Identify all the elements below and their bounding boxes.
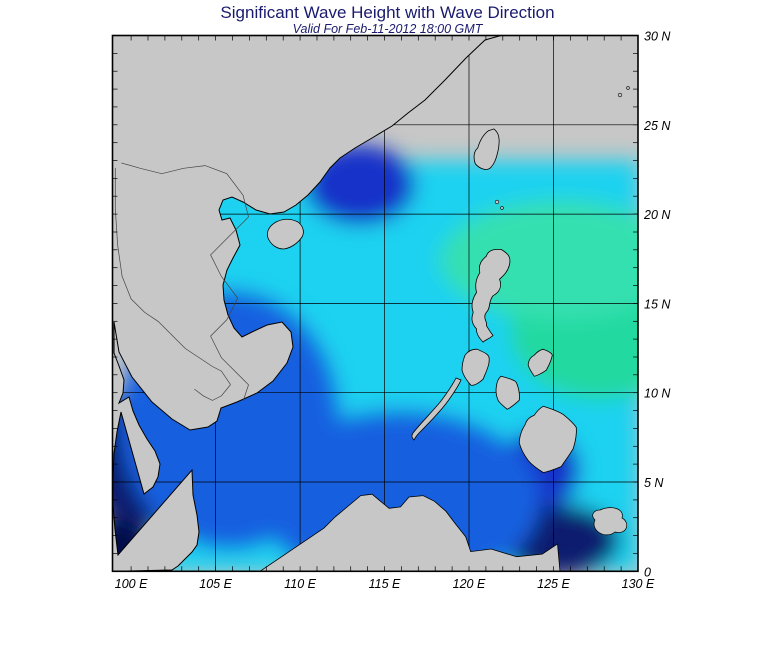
svg-text:10 N: 10 N [644,387,671,401]
svg-text:25 N: 25 N [643,119,671,133]
svg-text:5 N: 5 N [644,476,664,490]
svg-text:0: 0 [644,565,651,579]
svg-text:110 E: 110 E [284,577,316,591]
svg-text:105 E: 105 E [199,577,232,591]
svg-text:120 E: 120 E [453,577,486,591]
svg-text:125 E: 125 E [537,577,570,591]
svg-text:100 E: 100 E [115,577,148,591]
svg-text:15 N: 15 N [644,297,671,311]
svg-text:115 E: 115 E [369,577,401,591]
svg-text:20 N: 20 N [643,208,671,222]
